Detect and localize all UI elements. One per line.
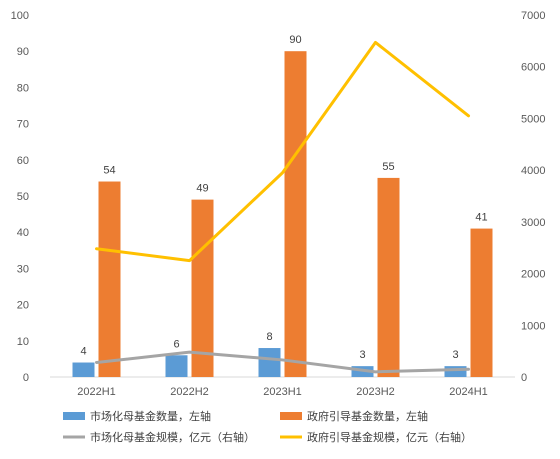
bar [191,199,214,377]
bar [165,355,188,377]
bar [258,348,281,377]
data-labels: 4 6 8 3 3 54 49 90 55 41 [80,34,487,361]
bar-data-label: 6 [173,338,179,350]
bar [444,366,467,377]
legend-swatch [63,412,85,420]
left-tick-label: 40 [17,227,29,239]
right-tick-label: 2000 [521,269,545,281]
right-tick-label: 0 [521,372,527,384]
right-tick-label: 6000 [521,62,545,74]
left-tick-label: 70 [17,119,29,131]
left-tick-label: 20 [17,300,29,312]
right-tick-label: 3000 [521,217,545,229]
legend-label: 政府引导基金规模，亿元（右轴） [307,430,472,444]
left-tick-label: 100 [11,10,29,22]
series-line [95,350,470,374]
bar [377,177,400,377]
legend-label: 市场化母基金数量，左轴 [90,409,211,423]
bar [98,181,121,377]
bar-data-label: 8 [266,331,272,343]
left-tick-label: 10 [17,336,29,348]
left-tick-label: 60 [17,155,29,167]
left-tick-label: 30 [17,263,29,275]
legend-label: 政府引导基金数量，左轴 [307,409,428,423]
bar-data-label: 4 [80,346,86,358]
left-tick-label: 0 [23,372,29,384]
axes: 0102030405060708090100010002000300040005… [11,10,546,398]
bar-data-label: 49 [196,183,208,195]
lines [95,40,470,374]
bar-data-label: 90 [289,34,301,46]
legend-swatch [280,412,302,420]
x-tick-label: 2023H1 [263,386,302,398]
bar-data-label: 3 [359,349,365,361]
bars [72,51,493,377]
x-tick-label: 2022H2 [170,386,209,398]
bar [284,51,307,377]
right-tick-label: 7000 [521,10,545,22]
right-tick-label: 4000 [521,165,545,177]
x-tick-label: 2024H1 [449,386,488,398]
bar [72,362,95,377]
left-tick-label: 90 [17,46,29,58]
x-tick-label: 2023H2 [356,386,395,398]
bar [470,228,493,377]
series-line [95,40,470,263]
x-tick-label: 2022H1 [77,386,116,398]
right-tick-label: 5000 [521,113,545,125]
bar-data-label: 3 [452,349,458,361]
bar-data-label: 54 [103,165,115,177]
bar-data-label: 55 [382,161,394,173]
right-tick-label: 1000 [521,320,545,332]
legend-label: 市场化母基金规模，亿元（右轴） [90,430,255,444]
left-tick-label: 80 [17,82,29,94]
left-tick-label: 50 [17,191,29,203]
bar-data-label: 41 [475,212,487,224]
